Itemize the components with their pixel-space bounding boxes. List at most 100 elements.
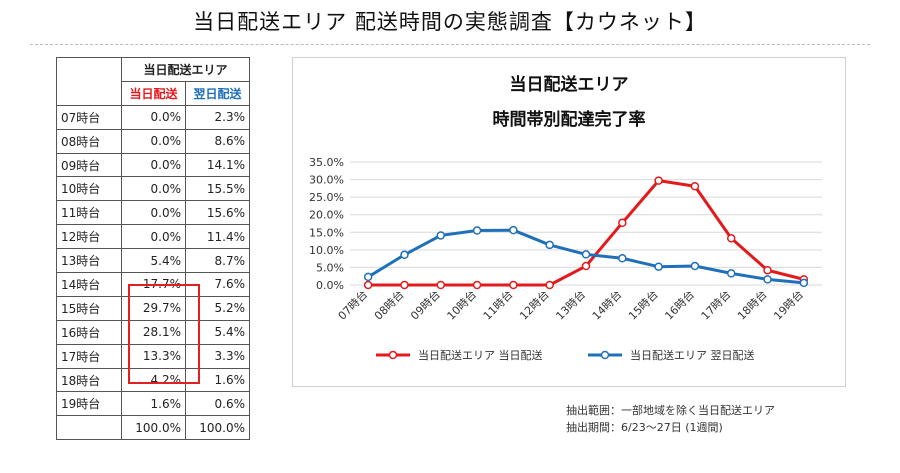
table-cell-next-day: 5.4% <box>185 319 250 345</box>
data-point <box>509 225 518 235</box>
table-total-same-day: 100.0% <box>121 415 186 441</box>
x-tick-label: 17時台 <box>698 287 733 322</box>
table-cell-same-day: 13.3% <box>121 343 186 369</box>
x-tick-label: 14時台 <box>589 287 624 322</box>
data-point <box>436 231 446 240</box>
table-total-next-day: 100.0% <box>185 415 250 441</box>
chart-title: 当日配送エリア <box>510 74 629 95</box>
table-cell-next-day: 15.5% <box>185 176 250 202</box>
y-tick-label: 20.0% <box>309 209 344 222</box>
table-cell-hour: 13時台 <box>56 248 122 274</box>
table-cell-hour: 08時台 <box>56 128 122 154</box>
table-cell-next-day: 7.6% <box>185 272 250 297</box>
data-point <box>400 280 409 290</box>
table-cell-next-day: 11.4% <box>185 224 250 250</box>
table-cell-same-day: 0.0% <box>121 200 186 226</box>
chart-subtitle: 時間帯別配達完了率 <box>493 109 646 130</box>
y-tick-label: 0.0% <box>316 279 344 292</box>
y-tick-label: 10.0% <box>309 244 344 257</box>
x-tick-label: 10時台 <box>444 287 479 322</box>
table-total-row: 100.0% 100.0% <box>56 415 250 441</box>
data-point <box>690 261 700 271</box>
x-tick-label: 18時台 <box>734 287 769 322</box>
data-point <box>726 269 736 278</box>
x-tick-label: 12時台 <box>516 287 551 322</box>
table-cell-same-day: 0.0% <box>121 128 186 154</box>
title-divider <box>30 44 870 45</box>
table-cell-next-day: 15.6% <box>185 200 250 226</box>
table-cell-next-day: 0.6% <box>185 391 250 417</box>
table-corner-cell <box>56 57 122 106</box>
table-row: 12時台 0.0% 11.4% <box>56 224 250 250</box>
data-point <box>763 275 772 284</box>
x-tick-label: 07時台 <box>335 287 370 322</box>
x-tick-label: 09時台 <box>408 287 443 322</box>
table-cell-hour: 18時台 <box>56 367 122 393</box>
table-row: 17時台 13.3% 3.3% <box>56 343 250 369</box>
y-tick-label: 5.0% <box>316 261 344 274</box>
table-row: 15時台 29.7% 5.2% <box>56 295 250 321</box>
data-point <box>654 262 663 271</box>
table-cell-same-day: 0.0% <box>121 176 186 202</box>
table-row: 10時台 0.0% 15.5% <box>56 176 250 202</box>
data-point <box>618 218 627 228</box>
table-cell-same-day: 0.0% <box>121 224 186 250</box>
table-cell-next-day: 5.2% <box>185 295 250 321</box>
table-cell-same-day: 4.2% <box>121 367 186 393</box>
table-cell-next-day: 3.3% <box>185 343 250 369</box>
table-row: 18時台 4.2% 1.6% <box>56 367 250 393</box>
table-col-header-next-day: 翌日配送 <box>185 80 250 106</box>
y-tick-label: 30.0% <box>309 174 344 187</box>
data-point <box>472 280 482 290</box>
table-cell-hour: 07時台 <box>56 104 122 130</box>
x-tick-label: 13時台 <box>553 287 588 322</box>
table-row: 11時台 0.0% 15.6% <box>56 200 250 226</box>
table-cell-hour: 16時台 <box>56 319 122 345</box>
data-table: 当日配送エリア 当日配送 翌日配送 07時台 0.0% 2.3% 08時台 0.0% 8.… <box>56 57 250 441</box>
data-point <box>581 250 591 259</box>
data-point <box>545 240 554 250</box>
data-point <box>690 181 700 191</box>
table-cell-next-day: 1.6% <box>185 367 250 393</box>
table-row: 14時台 17.7% 7.6% <box>56 272 250 297</box>
legend-marker <box>388 350 398 360</box>
legend-label: 当日配送エリア 当日配送 <box>418 348 543 362</box>
table-cell-hour: 11時台 <box>56 200 122 226</box>
table-row: 13時台 5.4% 8.7% <box>56 248 250 274</box>
table-row: 09時台 0.0% 14.1% <box>56 152 250 178</box>
table-cell-same-day: 29.7% <box>121 295 186 321</box>
data-point <box>363 280 373 290</box>
table-row: 08時台 0.0% 8.6% <box>56 128 250 154</box>
data-point <box>799 278 809 288</box>
data-point <box>726 234 736 243</box>
chart-frame <box>292 57 846 387</box>
data-point <box>363 272 373 282</box>
x-tick-label: 15時台 <box>625 287 660 322</box>
table-row: 19時台 1.6% 0.6% <box>56 391 250 417</box>
legend-marker <box>600 350 610 360</box>
table-cell-hour: 19時台 <box>56 391 122 417</box>
table-group-header: 当日配送エリア <box>121 57 250 82</box>
data-point <box>581 261 591 271</box>
table-cell-hour: 10時台 <box>56 176 122 202</box>
data-point <box>509 280 518 290</box>
table-cell-hour: 14時台 <box>56 272 122 297</box>
data-point <box>545 280 554 290</box>
table-cell-same-day: 17.7% <box>121 272 186 297</box>
table-cell-hour: 15時台 <box>56 295 122 321</box>
line-chart: 当日配送エリア 時間帯別配達完了率 0.0% 5.0% 10.0% 15.0% 20.0… <box>309 74 822 362</box>
table-cell-same-day: 5.4% <box>121 248 186 274</box>
x-tick-label: 19時台 <box>771 287 806 322</box>
table-cell-hour: 09時台 <box>56 152 122 178</box>
data-point <box>618 254 627 263</box>
x-tick-label: 08時台 <box>371 287 406 322</box>
table-header-row-group: 当日配送エリア <box>56 57 250 106</box>
data-point <box>400 250 409 260</box>
x-tick-label: 16時台 <box>662 287 697 322</box>
table-cell-same-day: 0.0% <box>121 152 186 178</box>
page-title: 当日配送エリア 配送時間の実態調査【カウネット】 <box>193 10 707 34</box>
y-tick-label: 25.0% <box>309 191 344 204</box>
table-cell-hour: 17時台 <box>56 343 122 369</box>
legend-label: 当日配送エリア 翌日配送 <box>630 348 755 362</box>
table-total-blank <box>56 415 122 441</box>
